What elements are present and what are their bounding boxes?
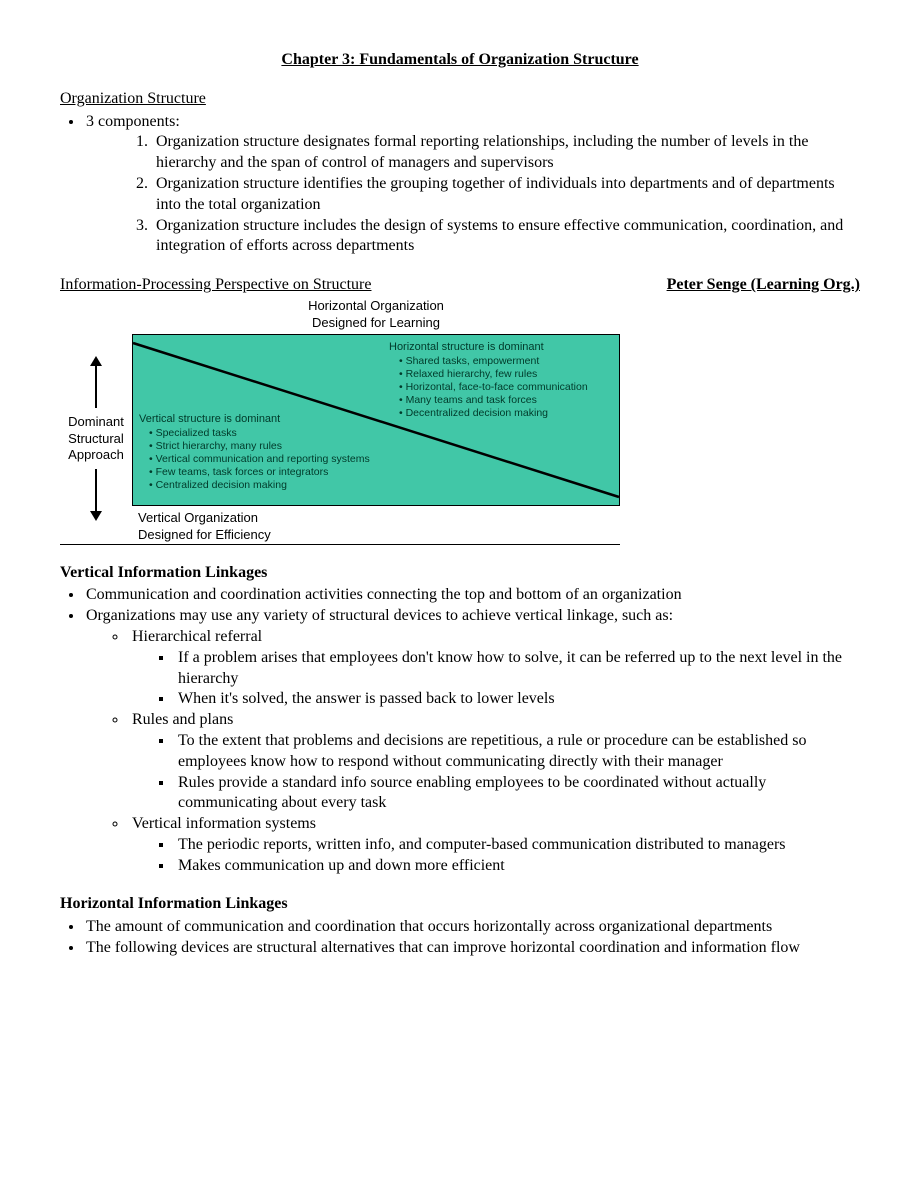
list-item: To the extent that problems and decision… <box>174 731 860 773</box>
arrow-down-icon <box>88 469 104 521</box>
intro-text: 3 components: <box>86 113 180 130</box>
horizontal-linkages-list: The amount of communication and coordina… <box>84 917 860 959</box>
list-item: Rules and plans To the extent that probl… <box>128 710 860 814</box>
diagram-y-axis: Dominant Structural Approach <box>60 298 132 544</box>
list-item: Communication and coordination activitie… <box>84 585 860 606</box>
list-item: Organization structure designates formal… <box>152 132 860 174</box>
list-item: The following devices are structural alt… <box>84 938 860 959</box>
diagram-vertical-text: Vertical structure is dominant Specializ… <box>139 413 379 492</box>
diagram-top-label: Horizontal Organization Designed for Lea… <box>132 298 620 332</box>
list-item: Makes communication up and down more eff… <box>174 856 860 877</box>
structure-diagram: Dominant Structural Approach Horizontal … <box>60 298 620 544</box>
list-item: Vertical information systems The periodi… <box>128 814 860 876</box>
heading-info-processing: Information-Processing Perspective on St… <box>60 275 371 296</box>
section-heading-vertical-linkages: Vertical Information Linkages <box>60 563 860 584</box>
list-item: When it's solved, the answer is passed b… <box>174 689 860 710</box>
list-item: Organization structure identifies the gr… <box>152 174 860 216</box>
list-item: Organizations may use any variety of str… <box>84 606 860 876</box>
list-item: 3 components: Organization structure des… <box>84 112 860 258</box>
y-axis-label: Dominant Structural Approach <box>68 414 124 463</box>
list-item: If a problem arises that employees don't… <box>174 648 860 690</box>
divider <box>60 544 620 545</box>
components-list: Organization structure designates formal… <box>152 132 860 257</box>
list-item: The amount of communication and coordina… <box>84 917 860 938</box>
diagram-box: Horizontal structure is dominant Shared … <box>132 334 620 506</box>
section-heading-horizontal-linkages: Horizontal Information Linkages <box>60 894 860 915</box>
two-column-heading: Information-Processing Perspective on St… <box>60 275 860 296</box>
arrow-up-icon <box>88 356 104 408</box>
diagram-main: Horizontal Organization Designed for Lea… <box>132 298 620 544</box>
list-item: Organization structure includes the desi… <box>152 216 860 258</box>
heading-peter-senge: Peter Senge (Learning Org.) <box>667 275 860 296</box>
org-structure-list: 3 components: Organization structure des… <box>84 112 860 258</box>
diagram-bottom-label: Vertical Organization Designed for Effic… <box>132 506 620 544</box>
page-title: Chapter 3: Fundamentals of Organization … <box>60 50 860 71</box>
list-item: The periodic reports, written info, and … <box>174 835 860 856</box>
vertical-linkages-list: Communication and coordination activitie… <box>84 585 860 876</box>
list-item: Rules provide a standard info source ena… <box>174 773 860 815</box>
diagram-horizontal-text: Horizontal structure is dominant Shared … <box>389 341 609 420</box>
list-item: Hierarchical referral If a problem arise… <box>128 627 860 710</box>
section-heading-org-structure: Organization Structure <box>60 89 860 110</box>
